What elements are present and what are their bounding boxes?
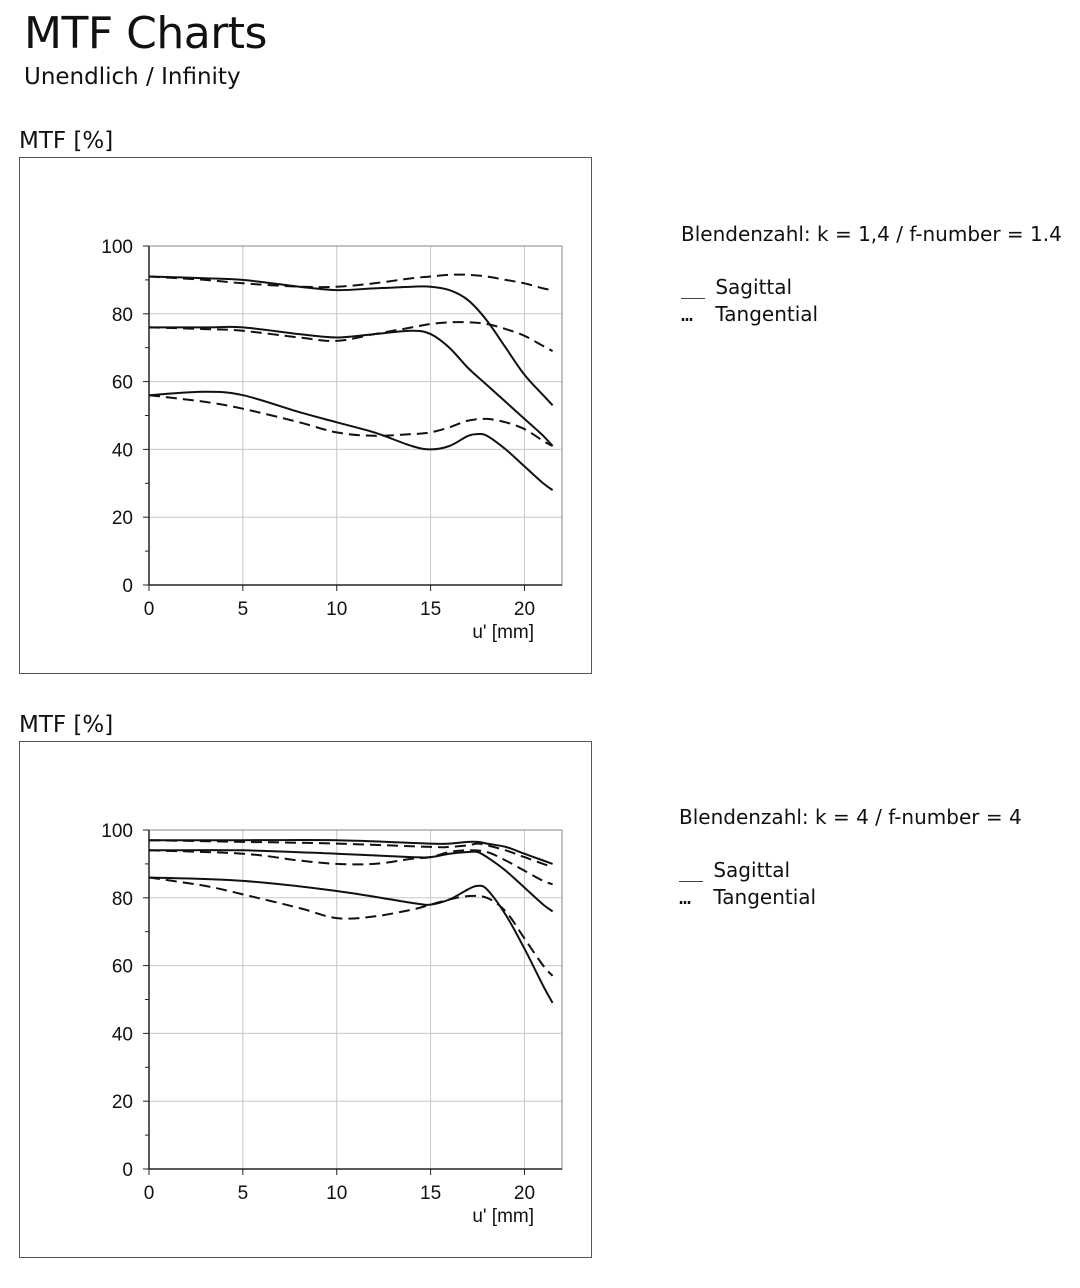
y-tick-label: 60 [112, 957, 133, 978]
chart-1-legend: __ Sagittal … Tangential [681, 274, 818, 328]
x-tick-label: 5 [238, 599, 249, 620]
chart-2-legend: __ Sagittal … Tangential [679, 857, 816, 911]
x-tick-label: 15 [420, 599, 441, 620]
y-tick-label: 60 [112, 373, 133, 394]
tangential-marker: … [681, 302, 694, 326]
y-tick-label: 40 [112, 1024, 133, 1045]
plot-area [148, 829, 563, 1170]
y-tick-label: 20 [112, 508, 133, 529]
sagittal-line-2 [149, 325, 554, 447]
legend-sagittal: __ Sagittal [679, 857, 816, 884]
sagittal-label: Sagittal [715, 275, 793, 299]
mtf-section-1: MTF [%] 0 20 40 60 80 100 0 5 10 15 20 u' [mm] Blen… [0, 124, 1080, 704]
y-tick-label: 100 [101, 821, 133, 842]
x-tick-label: 10 [326, 1183, 347, 1204]
y-tick-label: 20 [112, 1092, 133, 1113]
tangential-label: Tangential [715, 302, 819, 326]
x-tick-label: 20 [514, 599, 535, 620]
sagittal-marker: __ [681, 275, 706, 299]
chart-2-aperture-caption: Blendenzahl: k = 4 / f-number = 4 [679, 805, 1022, 829]
tangential-line-1 [148, 273, 553, 292]
y-tick-label: 0 [122, 1160, 133, 1181]
legend-sagittal: __ Sagittal [681, 274, 818, 301]
legend-tangential: … Tangential [681, 301, 818, 328]
x-tick-label: 15 [420, 1183, 441, 1204]
chart-1-aperture-caption: Blendenzahl: k = 1,4 / f-number = 1.4 [681, 222, 1062, 246]
legend-tangential: … Tangential [679, 884, 816, 911]
sagittal-line-4 [148, 390, 554, 491]
x-tick-label: 0 [144, 1183, 155, 1204]
tangential-marker: … [679, 885, 692, 909]
x-tick-label: 20 [514, 1183, 535, 1204]
page-title: MTF Charts [24, 8, 267, 59]
chart-2-frame: 0 20 40 60 80 100 0 5 10 15 20 u' [mm] [19, 741, 592, 1258]
mtf-section-2: MTF [%] 0 20 40 60 80 100 0 5 10 15 20 u' [mm] Blen… [0, 708, 1080, 1288]
tangential-line-5 [148, 394, 554, 447]
x-tick-label: 0 [144, 599, 155, 620]
sagittal-marker: __ [679, 858, 704, 882]
y-tick-label: 80 [112, 889, 133, 910]
tangential-label: Tangential [713, 885, 817, 909]
sagittal-line-4 [148, 876, 554, 1004]
x-axis-title: u' [mm] [472, 622, 534, 643]
y-tick-label: 100 [101, 237, 133, 258]
x-axis-title: u' [mm] [472, 1206, 534, 1227]
tangential-line-5 [148, 876, 554, 977]
x-tick-label: 5 [238, 1183, 249, 1204]
sagittal-line-2 [148, 849, 554, 913]
tangential-line-1 [148, 839, 553, 869]
sagittal-line-0 [149, 838, 553, 865]
tangential-line-3 [148, 849, 553, 886]
y-tick-label: 0 [122, 576, 133, 597]
tangential-line-3 [148, 321, 554, 352]
chart-1-frame: 0 20 40 60 80 100 0 5 10 15 20 u' [mm] [19, 157, 592, 674]
chart-1-ylabel: MTF [%] [19, 128, 114, 154]
y-tick-label: 80 [112, 305, 133, 326]
y-tick-label: 40 [112, 440, 133, 461]
sagittal-line-0 [148, 275, 554, 406]
page-subtitle: Unendlich / Infinity [24, 64, 241, 90]
sagittal-label: Sagittal [713, 858, 791, 882]
chart-2-ylabel: MTF [%] [19, 712, 114, 738]
plot-area [148, 245, 563, 586]
x-tick-label: 10 [326, 599, 347, 620]
